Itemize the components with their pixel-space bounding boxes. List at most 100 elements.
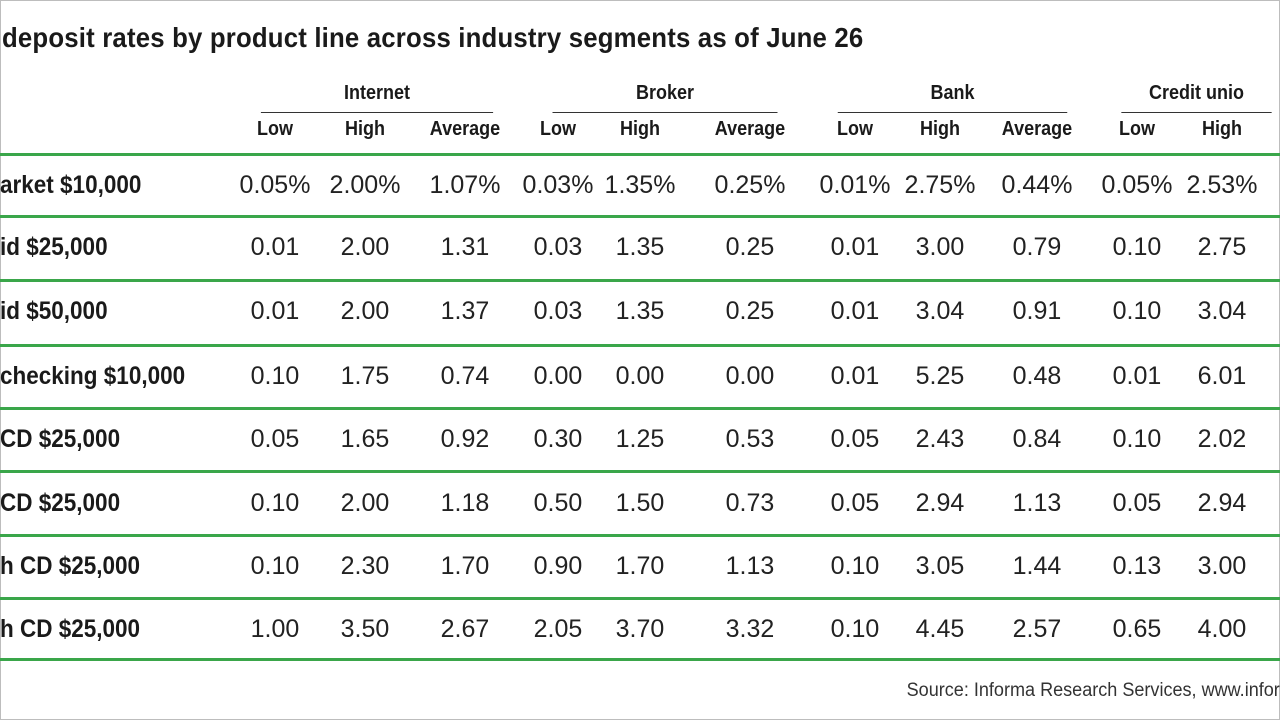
row-label: id $25,000 [0, 233, 108, 261]
table-cell: 0.13 [1112, 552, 1162, 580]
table-cell: 0.01 [250, 233, 300, 261]
column-header: Low [837, 118, 873, 140]
table-cell: 1.13 [725, 552, 775, 580]
group-header-0: Internet [260, 82, 494, 113]
table-cell: 1.18 [440, 489, 490, 517]
column-header: Average [429, 118, 501, 140]
column-header: High [620, 118, 660, 140]
table-cell: 2.57 [1012, 615, 1062, 643]
group-header-1: Broker [552, 82, 778, 113]
table-cell: 3.04 [915, 297, 965, 325]
table-cell: 0.25 [725, 297, 775, 325]
table-cell: 4.45 [915, 615, 965, 643]
table-cell: 1.70 [615, 552, 665, 580]
table-cell: 0.73 [725, 489, 775, 517]
table-cell: 0.01 [1112, 362, 1162, 390]
row-label: id $50,000 [0, 297, 108, 325]
table-cell: 0.84 [1012, 425, 1062, 453]
table-cell: 1.07% [429, 171, 501, 199]
column-header: High [345, 118, 385, 140]
table-cell: 1.65 [340, 425, 390, 453]
row-label: h CD $25,000 [0, 615, 141, 643]
table-cell: 3.04 [1197, 297, 1247, 325]
row-label: CD $25,000 [0, 425, 121, 453]
table-cell: 2.00% [329, 171, 401, 199]
table-cell: 0.25 [725, 233, 775, 261]
row-divider [0, 534, 1280, 537]
table-cell: 0.10 [1112, 425, 1162, 453]
table-cell: 0.10 [250, 489, 300, 517]
table-cell: 0.01 [250, 297, 300, 325]
group-header-2: Bank [837, 82, 1068, 113]
table-cell: 0.05 [1112, 489, 1162, 517]
table-cell: 0.10 [250, 552, 300, 580]
table-cell: 0.01% [819, 171, 891, 199]
table-cell: 0.03 [533, 297, 583, 325]
table-cell: 0.00 [725, 362, 775, 390]
table-cell: 0.01 [830, 362, 880, 390]
table-cell: 0.10 [250, 362, 300, 390]
table-title: deposit rates by product line across ind… [2, 22, 864, 53]
table-cell: 2.00 [340, 233, 390, 261]
column-header: Average [714, 118, 786, 140]
table-cell: 0.00 [615, 362, 665, 390]
column-header: Average [1001, 118, 1073, 140]
table-cell: 0.01 [830, 297, 880, 325]
table-cell: 1.35% [604, 171, 676, 199]
source-note: Source: Informa Research Services, www.i… [906, 680, 1280, 701]
table-cell: 2.00 [340, 489, 390, 517]
table-cell: 0.10 [1112, 297, 1162, 325]
row-divider [0, 153, 1280, 156]
table-cell: 0.65 [1112, 615, 1162, 643]
row-divider [0, 215, 1280, 218]
table-cell: 1.50 [615, 489, 665, 517]
table-cell: 2.67 [440, 615, 490, 643]
table-cell: 0.25% [714, 171, 786, 199]
table-cell: 2.00 [340, 297, 390, 325]
table-cell: 1.13 [1012, 489, 1062, 517]
table-cell: 0.92 [440, 425, 490, 453]
table-cell: 1.70 [440, 552, 490, 580]
table-cell: 0.30 [533, 425, 583, 453]
row-label: arket $10,000 [0, 171, 142, 199]
table-cell: 0.05 [830, 489, 880, 517]
row-divider [0, 344, 1280, 347]
table-cell: 1.31 [440, 233, 490, 261]
row-divider [0, 597, 1280, 600]
row-divider [0, 658, 1280, 661]
column-header: Low [1119, 118, 1155, 140]
table-cell: 0.44% [1001, 171, 1073, 199]
table-cell: 1.37 [440, 297, 490, 325]
table-cell: 3.50 [340, 615, 390, 643]
table-cell: 1.00 [250, 615, 300, 643]
table-cell: 2.75% [904, 171, 976, 199]
table-cell: 0.50 [533, 489, 583, 517]
table-cell: 2.05 [533, 615, 583, 643]
table-cell: 0.10 [1112, 233, 1162, 261]
table-cell: 2.75 [1197, 233, 1247, 261]
column-header: Low [257, 118, 293, 140]
table-cell: 3.00 [915, 233, 965, 261]
row-divider [0, 279, 1280, 282]
table-cell: 2.94 [1197, 489, 1247, 517]
table-cell: 6.01 [1197, 362, 1247, 390]
table-cell: 0.03% [522, 171, 594, 199]
table-cell: 0.01 [830, 233, 880, 261]
table-cell: 0.05% [239, 171, 311, 199]
table-cell: 2.43 [915, 425, 965, 453]
table-cell: 3.05 [915, 552, 965, 580]
table-cell: 0.10 [830, 552, 880, 580]
table-cell: 0.91 [1012, 297, 1062, 325]
table-cell: 2.53% [1186, 171, 1258, 199]
table-cell: 3.70 [615, 615, 665, 643]
table-cell: 3.32 [725, 615, 775, 643]
table-cell: 0.10 [830, 615, 880, 643]
table-cell: 0.74 [440, 362, 490, 390]
table-cell: 0.05 [250, 425, 300, 453]
row-label: h CD $25,000 [0, 552, 141, 580]
column-header: Low [540, 118, 576, 140]
row-divider [0, 407, 1280, 410]
table-cell: 0.03 [533, 233, 583, 261]
row-label: CD $25,000 [0, 489, 121, 517]
table-cell: 1.44 [1012, 552, 1062, 580]
